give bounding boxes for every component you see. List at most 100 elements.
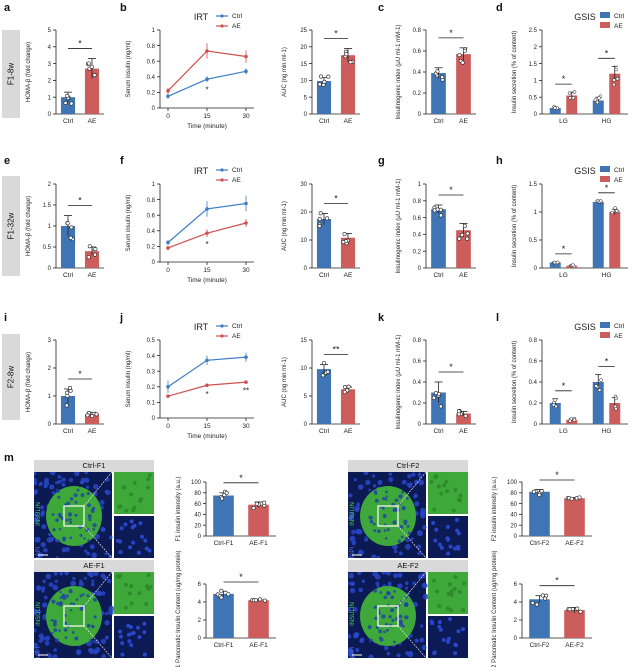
dapi-nucleus: [401, 491, 404, 494]
dapi-nucleus: [84, 478, 89, 483]
zoom-nucleus: [130, 519, 134, 523]
zoom-nucleus: [142, 630, 146, 634]
significance-marker: *: [555, 576, 559, 586]
x-tick-label: Ctrl: [433, 428, 444, 435]
zoom-nucleus: [138, 635, 142, 639]
dapi-nucleus: [55, 518, 59, 522]
bar: [431, 209, 446, 268]
dapi-nucleus: [52, 513, 55, 516]
replicate-dot: [227, 593, 230, 596]
replicate-dot: [553, 107, 556, 110]
y-axis-label: AUC (ng min ml-1): [282, 47, 288, 97]
y-tick-label: 0.8: [147, 198, 156, 204]
dapi-nucleus: [385, 537, 388, 540]
replicate-dot: [532, 490, 535, 493]
y-tick-label: 1: [48, 224, 52, 230]
bar: [529, 492, 550, 536]
x-tick-label: 30: [242, 267, 250, 274]
zoom-cell: [148, 473, 152, 477]
y-axis-label: Insulinogenic index (μU ml-1 mM-1): [396, 335, 402, 430]
dapi-nucleus: [41, 589, 44, 592]
dapi-nucleus: [95, 590, 101, 596]
x-tick-label: 30: [242, 113, 250, 120]
dapi-nucleus: [385, 498, 388, 501]
y-tick-label: 0: [152, 260, 156, 266]
replicate-dot: [87, 62, 90, 65]
replicate-dot: [326, 370, 329, 373]
dapi-nucleus: [42, 580, 46, 584]
panel-letter-h: h: [496, 155, 503, 167]
x-tick-label: Ctrl: [63, 428, 74, 435]
replicate-dot: [538, 493, 541, 496]
y-tick-label: 0.4: [413, 233, 422, 239]
replicate-dot: [220, 589, 223, 592]
micrograph-image: INSULINDAPI: [34, 572, 154, 658]
chart-m-f2-intensity: 0 20 40 60 80 100 F2 insulin intensity (a.u.) C…: [488, 460, 598, 560]
y-tick-label: 1: [534, 210, 538, 216]
dapi-nucleus: [42, 602, 47, 607]
dapi-nucleus: [87, 539, 90, 542]
dapi-nucleus: [408, 652, 414, 658]
replicate-dot: [349, 60, 352, 63]
dapi-nucleus: [397, 573, 402, 578]
dapi-nucleus: [76, 598, 79, 601]
y-tick-label: 2: [198, 618, 202, 624]
y-axis-label: Serum insulin (ng/ml): [126, 351, 132, 408]
replicate-dot: [457, 410, 460, 413]
replicate-dot: [343, 232, 346, 235]
dapi-nucleus: [384, 596, 388, 600]
chart-l-gsis-f2-8w: 0 0.2 0.4 0.6 0.8 Insulin secretion (% of con…: [508, 318, 636, 448]
dapi-nucleus: [88, 518, 91, 521]
y-tick-label: 20: [510, 523, 517, 529]
chart-m-f2-content: 0 2 4 6 F2 Pancreatic Insulin Content (ug/mg…: [488, 562, 598, 662]
dapi-nucleus: [389, 615, 392, 618]
bar: [341, 389, 355, 424]
data-point: [166, 95, 170, 99]
y-tick-label: 30: [300, 182, 307, 188]
dapi-nucleus: [81, 493, 85, 497]
dapi-nucleus: [424, 584, 427, 587]
replicate-dot: [318, 217, 321, 220]
dapi-nucleus: [365, 480, 370, 485]
replicate-dot: [432, 396, 435, 399]
legend-marker: [220, 178, 223, 181]
dapi-nucleus: [44, 481, 49, 486]
chart-svg: 00.20.40.60.810 15 30Time (minute)Serum in…: [122, 162, 262, 292]
y-tick-label: 0.5: [529, 238, 538, 244]
replicate-dot: [345, 53, 348, 56]
panel-letter-l: l: [496, 312, 499, 324]
replicate-dot: [68, 386, 71, 389]
dapi-nucleus: [368, 625, 372, 629]
significance-marker: *: [562, 74, 566, 84]
chart-title: GSIS: [574, 322, 596, 332]
zoom-cell: [124, 509, 128, 513]
replicate-dot: [70, 226, 73, 229]
dapi-nucleus: [348, 573, 354, 579]
zoom-nucleus: [127, 639, 131, 643]
x-tick-label: AE-F2: [565, 642, 584, 649]
dapi-nucleus: [101, 574, 106, 579]
replicate-dot: [258, 598, 261, 601]
zoom-nucleus: [136, 626, 140, 630]
y-tick-label: 0.4: [147, 229, 156, 235]
y-tick-label: 0.4: [413, 70, 422, 76]
replicate-dot: [458, 237, 461, 240]
dapi-nucleus: [408, 483, 413, 488]
significance-marker: *: [449, 362, 453, 372]
dapi-nucleus: [93, 528, 96, 531]
zoom-nucleus: [123, 522, 127, 526]
y-tick-label: 0.2: [413, 401, 422, 407]
zoom-nucleus: [116, 539, 120, 543]
zoom-cell: [432, 508, 436, 512]
replicate-dot: [342, 240, 345, 243]
dapi-nucleus: [399, 551, 403, 555]
dapi-nucleus: [364, 536, 368, 540]
replicate-dot: [595, 384, 598, 387]
dapi-channel-label: DAPI: [36, 647, 42, 658]
dapi-nucleus: [52, 585, 58, 591]
micrograph-ae-f1: AE-F1 INSULIN DAPI: [34, 560, 154, 658]
x-tick-label: AE: [459, 272, 468, 279]
dapi-nucleus: [373, 484, 376, 487]
bar-ae: [609, 212, 620, 268]
replicate-dot: [88, 245, 91, 248]
